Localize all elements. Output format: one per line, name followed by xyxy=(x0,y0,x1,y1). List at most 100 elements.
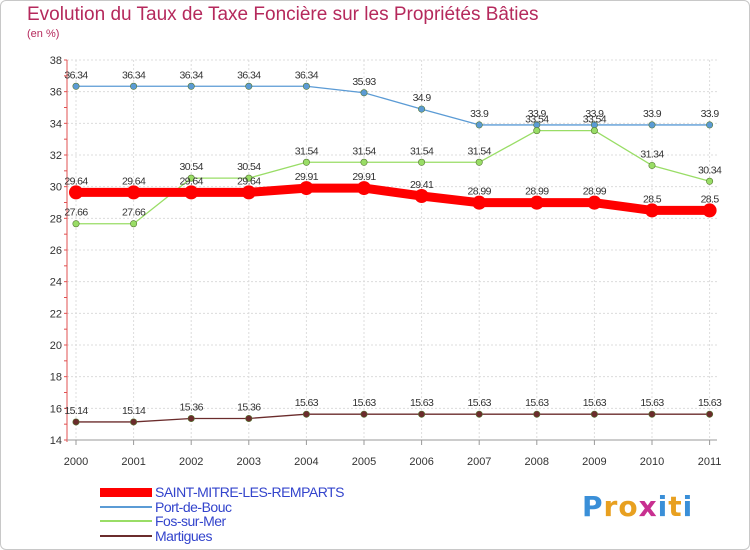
legend-swatch xyxy=(100,505,152,508)
chart-unit-label: (en %) xyxy=(27,28,60,40)
data-point xyxy=(648,161,656,169)
data-point xyxy=(645,203,659,218)
data-point xyxy=(187,82,195,90)
data-label: 30.54 xyxy=(237,161,261,173)
data-point xyxy=(418,158,426,166)
data-label: 15.63 xyxy=(640,397,664,409)
data-label: 34.9 xyxy=(413,92,432,104)
x-tick-label: 2002 xyxy=(179,456,203,468)
data-label: 27.66 xyxy=(64,207,88,219)
data-label: 30.34 xyxy=(698,164,722,176)
proxiti-logo: Proxiti xyxy=(582,490,694,523)
data-point xyxy=(418,410,426,418)
data-label: 33.9 xyxy=(643,108,662,120)
data-label: 15.63 xyxy=(525,397,549,409)
legend-label: Fos-sur-Mer xyxy=(155,513,226,529)
y-tick-label: 36 xyxy=(50,87,62,99)
y-tick-label: 14 xyxy=(50,435,62,447)
data-label: 28.99 xyxy=(525,186,549,198)
data-label: 30.54 xyxy=(180,161,204,173)
data-label: 29.91 xyxy=(295,171,319,183)
data-point xyxy=(130,220,138,228)
chart-title: Evolution du Taux de Taxe Foncière sur l… xyxy=(27,4,539,25)
x-tick-label: 2007 xyxy=(467,456,491,468)
y-tick-label: 34 xyxy=(50,118,62,130)
data-point xyxy=(587,195,602,210)
data-point xyxy=(299,181,314,196)
data-point xyxy=(130,82,138,90)
data-point xyxy=(533,410,541,418)
data-point xyxy=(590,410,598,418)
data-point xyxy=(706,410,714,418)
x-tick-label: 2011 xyxy=(698,456,722,468)
data-label: 33.54 xyxy=(525,114,549,126)
y-tick-label: 30 xyxy=(50,182,62,194)
data-label: 15.63 xyxy=(410,397,434,409)
data-label: 15.36 xyxy=(180,401,204,413)
data-label: 28.99 xyxy=(583,186,607,198)
x-tick-label: 2000 xyxy=(64,456,88,468)
data-label: 35.93 xyxy=(352,76,376,88)
data-label: 15.14 xyxy=(122,405,146,417)
data-point xyxy=(245,414,253,422)
data-point xyxy=(360,158,368,166)
y-tick-label: 26 xyxy=(50,245,62,257)
data-label: 36.34 xyxy=(180,69,204,81)
data-label: 15.63 xyxy=(352,397,376,409)
x-tick-label: 2008 xyxy=(525,456,549,468)
y-tick-label: 20 xyxy=(50,340,62,352)
data-label: 33.9 xyxy=(701,108,720,120)
x-tick-label: 2006 xyxy=(409,456,433,468)
data-label: 15.36 xyxy=(237,401,261,413)
y-tick-label: 32 xyxy=(50,150,62,162)
data-label: 29.64 xyxy=(180,175,204,187)
data-point xyxy=(245,82,253,90)
data-label: 33.54 xyxy=(583,114,607,126)
data-label: 29.91 xyxy=(352,171,376,183)
series-line-fos-sur-mer xyxy=(76,129,710,225)
data-point xyxy=(302,410,310,418)
data-label: 36.34 xyxy=(295,69,319,81)
data-label: 36.34 xyxy=(237,69,261,81)
data-point xyxy=(302,82,310,90)
data-point xyxy=(590,127,598,135)
x-tick-label: 2009 xyxy=(582,456,606,468)
data-label: 28.99 xyxy=(468,186,492,198)
data-label: 36.34 xyxy=(122,69,146,81)
data-point xyxy=(533,127,541,135)
data-point xyxy=(302,158,310,166)
data-label: 15.14 xyxy=(64,405,88,417)
data-point xyxy=(648,121,656,129)
data-label: 36.34 xyxy=(64,69,88,81)
y-tick-label: 18 xyxy=(50,372,62,384)
data-point xyxy=(648,410,656,418)
data-point xyxy=(357,181,371,196)
data-point xyxy=(475,410,483,418)
data-point xyxy=(72,418,80,426)
data-point xyxy=(706,177,714,185)
data-point xyxy=(706,121,714,129)
data-label: 29.64 xyxy=(64,175,88,187)
data-point xyxy=(414,189,429,204)
data-point xyxy=(184,185,199,200)
data-point xyxy=(69,185,83,200)
data-point xyxy=(187,174,195,182)
data-point xyxy=(360,89,368,97)
data-label: 29.64 xyxy=(237,175,261,187)
data-label: 31.54 xyxy=(468,145,492,157)
data-label: 29.41 xyxy=(410,179,434,191)
data-label: 15.63 xyxy=(295,397,319,409)
data-point xyxy=(187,414,195,422)
y-tick-label: 38 xyxy=(50,55,62,67)
legend-swatch xyxy=(100,488,152,497)
data-label: 15.63 xyxy=(583,397,607,409)
data-label: 29.64 xyxy=(122,175,146,187)
y-tick-label: 16 xyxy=(50,403,62,415)
data-label: 28.5 xyxy=(701,193,720,205)
data-point xyxy=(126,185,141,200)
x-tick-label: 2003 xyxy=(237,456,261,468)
data-label: 15.63 xyxy=(468,397,492,409)
legend-label: Martigues xyxy=(155,527,212,544)
data-label: 15.63 xyxy=(698,397,722,409)
data-label: 33.9 xyxy=(470,108,489,120)
